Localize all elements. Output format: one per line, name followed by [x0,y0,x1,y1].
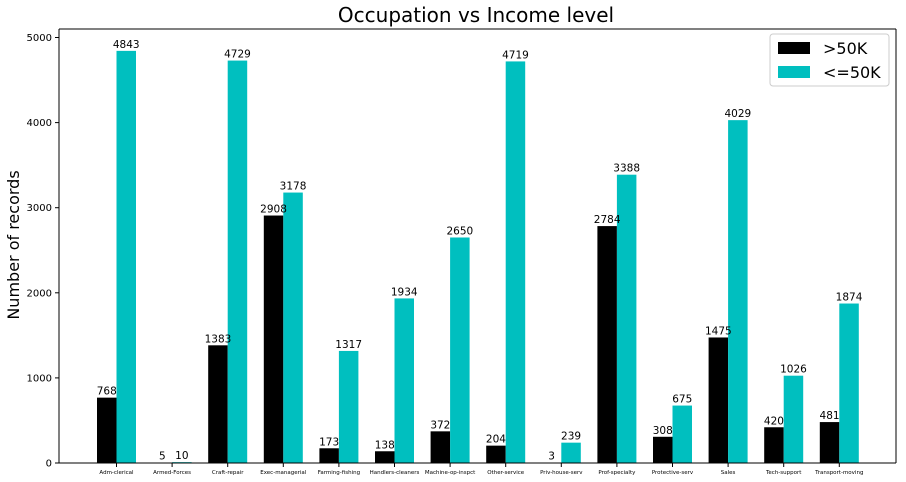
data-label: 481 [820,410,840,422]
bar-gt50k [708,337,729,463]
data-label: 420 [764,415,784,427]
y-tick-label: 4000 [27,118,52,129]
bars-group [97,50,859,464]
y-axis-label: Number of records [4,170,23,319]
data-label: 10 [175,450,188,462]
bar-le50k [505,61,526,464]
bar-le50k [116,50,136,464]
bar-le50k [338,350,359,463]
bar-le50k [839,303,859,463]
y-tick-label: 0 [46,459,52,470]
data-label: 1934 [391,286,418,298]
bar-gt50k [764,427,784,463]
bar-gt50k [597,226,617,463]
legend-swatch [778,66,810,78]
data-label: 3 [548,451,555,463]
x-tick-label: Protective-serv [652,470,694,476]
x-tick-label: Adm-clerical [99,470,134,476]
y-tick-label: 2000 [27,288,52,299]
data-label: 3388 [613,163,640,175]
x-tick-label: Priv-house-serv [540,470,583,476]
bar-gt50k [97,397,117,463]
x-tick-label: Machine-op-inspct [425,470,476,476]
x-tick-label: Armed-Forces [153,470,191,476]
bar-le50k [450,237,470,463]
legend: >50K <=50K [769,33,890,87]
bar-gt50k [263,215,284,463]
x-tick-label: Craft-repair [212,470,244,476]
data-label: 239 [561,431,581,443]
data-label: 308 [653,425,673,437]
bar-gt50k [819,422,840,463]
bar-le50k [616,174,637,463]
bar-le50k [561,442,581,463]
data-label: 2784 [594,214,621,226]
data-label: 372 [430,419,450,431]
x-tick-label: Handlers-cleaners [370,470,420,476]
bar-gt50k [319,448,339,463]
data-label: 2650 [446,225,473,237]
data-label: 173 [319,436,339,448]
bar-le50k [227,60,248,463]
bar-gt50k [486,445,506,463]
x-tick-label: Sales [721,470,736,476]
bar-le50k [783,375,804,463]
data-label: 3178 [280,181,307,193]
data-label: 5 [159,451,166,463]
legend-swatch [778,42,810,54]
bar-gt50k [430,431,451,463]
legend-label: >50K [823,39,868,58]
x-tick-label: Other-service [487,470,525,476]
y-tick-label: 3000 [27,203,52,214]
bar-gt50k [375,451,395,463]
axes-group: 0 1000 2000 3000 4000 5000 Adm-clerical Armed-F… [27,28,897,476]
data-label: 204 [486,434,506,446]
x-tick-label: Transport-moving [814,470,863,476]
data-label: 1383 [205,333,232,345]
data-labels-group: 768 5 1383 2908 173 138 372 204 3 2784 308 1475 420 4… [97,39,863,463]
data-label: 2908 [260,204,287,216]
bar-le50k [394,298,414,463]
data-label: 1026 [780,364,807,376]
data-label: 4729 [224,49,251,61]
data-label: 138 [375,439,395,451]
x-tick-label: Farming-fishing [318,470,360,476]
x-tick-label: Exec-managerial [260,470,307,476]
data-label: 4029 [724,108,751,120]
legend-label: <=50K [823,63,881,82]
x-tick-label: Tech-support [765,470,802,476]
data-label: 1317 [335,339,362,351]
bar-le50k [672,405,692,463]
x-tick-label: Prof-specialty [598,470,636,476]
chart-title: Occupation vs Income level [338,3,614,27]
data-label: 1874 [836,292,863,304]
data-label: 1475 [705,325,732,337]
data-label: 4719 [502,49,529,61]
bar-gt50k [653,436,673,463]
data-label: 768 [97,386,117,398]
data-label: 675 [672,394,692,406]
bar-gt50k [208,345,228,463]
y-tick-label: 1000 [27,373,52,384]
bar-le50k [728,120,748,463]
data-label: 4843 [113,39,140,51]
y-tick-label: 5000 [27,33,52,44]
bar-le50k [283,192,303,463]
